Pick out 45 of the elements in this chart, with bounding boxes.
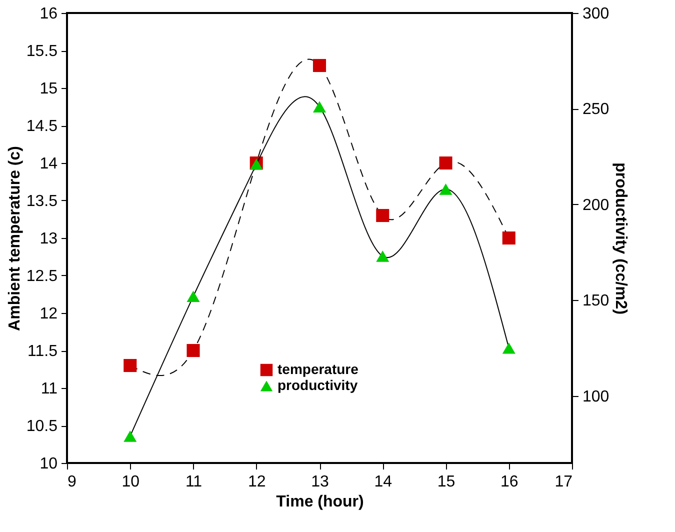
y-tick-label: 14 — [40, 156, 58, 172]
point — [439, 156, 452, 170]
x-tick-label: 9 — [68, 474, 76, 490]
y-tick-label: 15 — [40, 80, 58, 98]
y-tick-label: 14.5 — [26, 118, 58, 135]
x-tick-label: 17 — [554, 474, 573, 490]
y-tick-label: 16 — [40, 6, 58, 22]
y-tick-label: 12 — [40, 306, 58, 322]
point — [312, 101, 326, 112]
point — [124, 430, 137, 442]
y2-tick-label: 100 — [582, 388, 610, 406]
x-axis-title: Time (hour) — [276, 494, 364, 510]
x-tick-label: 12 — [248, 474, 266, 490]
y-tick-label: 10 — [40, 456, 58, 472]
point — [376, 250, 390, 262]
x-tick-label: 16 — [500, 474, 518, 490]
point — [312, 58, 326, 72]
legend-label: productivity — [278, 377, 358, 393]
y-tick-label: 11 — [40, 380, 58, 398]
y-tick-label: 13 — [40, 230, 58, 248]
x-tick-label: 10 — [122, 474, 140, 490]
legend-label: temperature — [278, 361, 359, 377]
point — [502, 231, 516, 245]
x-tick-label: 14 — [374, 474, 392, 490]
x-tick-label: 13 — [311, 474, 329, 490]
y-tick-label: 15.5 — [26, 43, 58, 60]
point — [250, 158, 263, 170]
y-axis-title: Ambient temperature (c) — [6, 146, 24, 331]
y-tick-label: 11.5 — [28, 343, 58, 360]
point — [502, 342, 516, 354]
y-tick-label: 13.5 — [26, 193, 58, 210]
x-tick-label: 15 — [437, 474, 456, 490]
point — [186, 290, 200, 302]
y2-tick-label: 150 — [582, 292, 610, 310]
y2-axis-title: productivity (cc/m2) — [612, 162, 630, 315]
point — [186, 344, 200, 358]
x-tick-label: 11 — [185, 474, 202, 490]
y2-tick-label: 250 — [582, 101, 610, 118]
y-tick-label: 12.5 — [26, 268, 58, 285]
point — [439, 184, 452, 195]
point — [124, 358, 137, 372]
point — [376, 208, 390, 222]
y2-tick-label: 300 — [582, 6, 610, 22]
y-tick-label: 10.5 — [26, 418, 58, 435]
y2-tick-label: 200 — [582, 196, 610, 214]
